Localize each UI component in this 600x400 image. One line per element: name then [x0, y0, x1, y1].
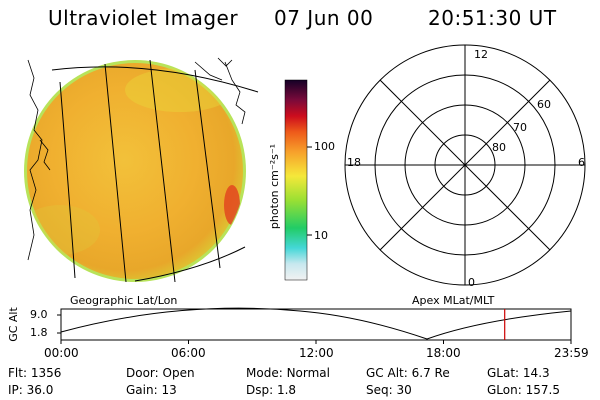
lat-label-60: 60: [537, 98, 551, 111]
info-door: Door: Open: [126, 366, 195, 380]
earth-image: [24, 57, 259, 283]
time-tick-0600: 06:00: [171, 346, 206, 360]
altitude-axis-label: GC Alt: [6, 307, 20, 342]
observation-time: 20:51:30 UT: [428, 6, 557, 30]
mlt-label-6: 6: [578, 156, 585, 169]
info-seq: Seq: 30: [366, 383, 412, 397]
lat-label-70: 70: [513, 121, 527, 134]
instrument-title: Ultraviolet Imager: [48, 6, 239, 30]
colorbar-tick-10: 10: [314, 229, 328, 242]
mlt-label-0: 0: [468, 276, 475, 289]
info-ip: IP: 36.0: [8, 383, 54, 397]
mlt-label-12: 12: [474, 48, 488, 61]
colorbar-label: photon cm⁻²s⁻¹: [268, 143, 282, 230]
apex-label: Apex MLat/MLT: [412, 294, 495, 307]
colorbar-tick-100: 100: [314, 140, 335, 153]
polar-grid: [344, 44, 586, 286]
altitude-plot: [57, 307, 572, 344]
time-tick-2359: 23:59: [554, 346, 589, 360]
altitude-tick-9: 9.0: [30, 308, 48, 321]
altitude-tick-1-8: 1.8: [30, 326, 48, 339]
info-flt: Flt: 1356: [8, 366, 62, 380]
time-tick-1800: 18:00: [426, 346, 461, 360]
observation-date: 07 Jun 00: [274, 6, 374, 30]
coastlines: [27, 57, 246, 261]
info-gain: Gain: 13: [126, 383, 177, 397]
time-tick-1200: 12:00: [299, 346, 334, 360]
longitude-lines: [51, 59, 259, 283]
time-tick-0000: 00:00: [44, 346, 79, 360]
info-mode: Mode: Normal: [246, 366, 330, 380]
info-gc-alt: GC Alt: 6.7 Re: [366, 366, 450, 380]
geographic-label: Geographic Lat/Lon: [70, 294, 178, 307]
mlt-label-18: 18: [347, 156, 361, 169]
colorbar: [284, 79, 312, 281]
info-glat: GLat: 14.3: [487, 366, 550, 380]
info-dsp: Dsp: 1.8: [246, 383, 297, 397]
lat-label-80: 80: [492, 141, 506, 154]
info-glon: GLon: 157.5: [487, 383, 560, 397]
